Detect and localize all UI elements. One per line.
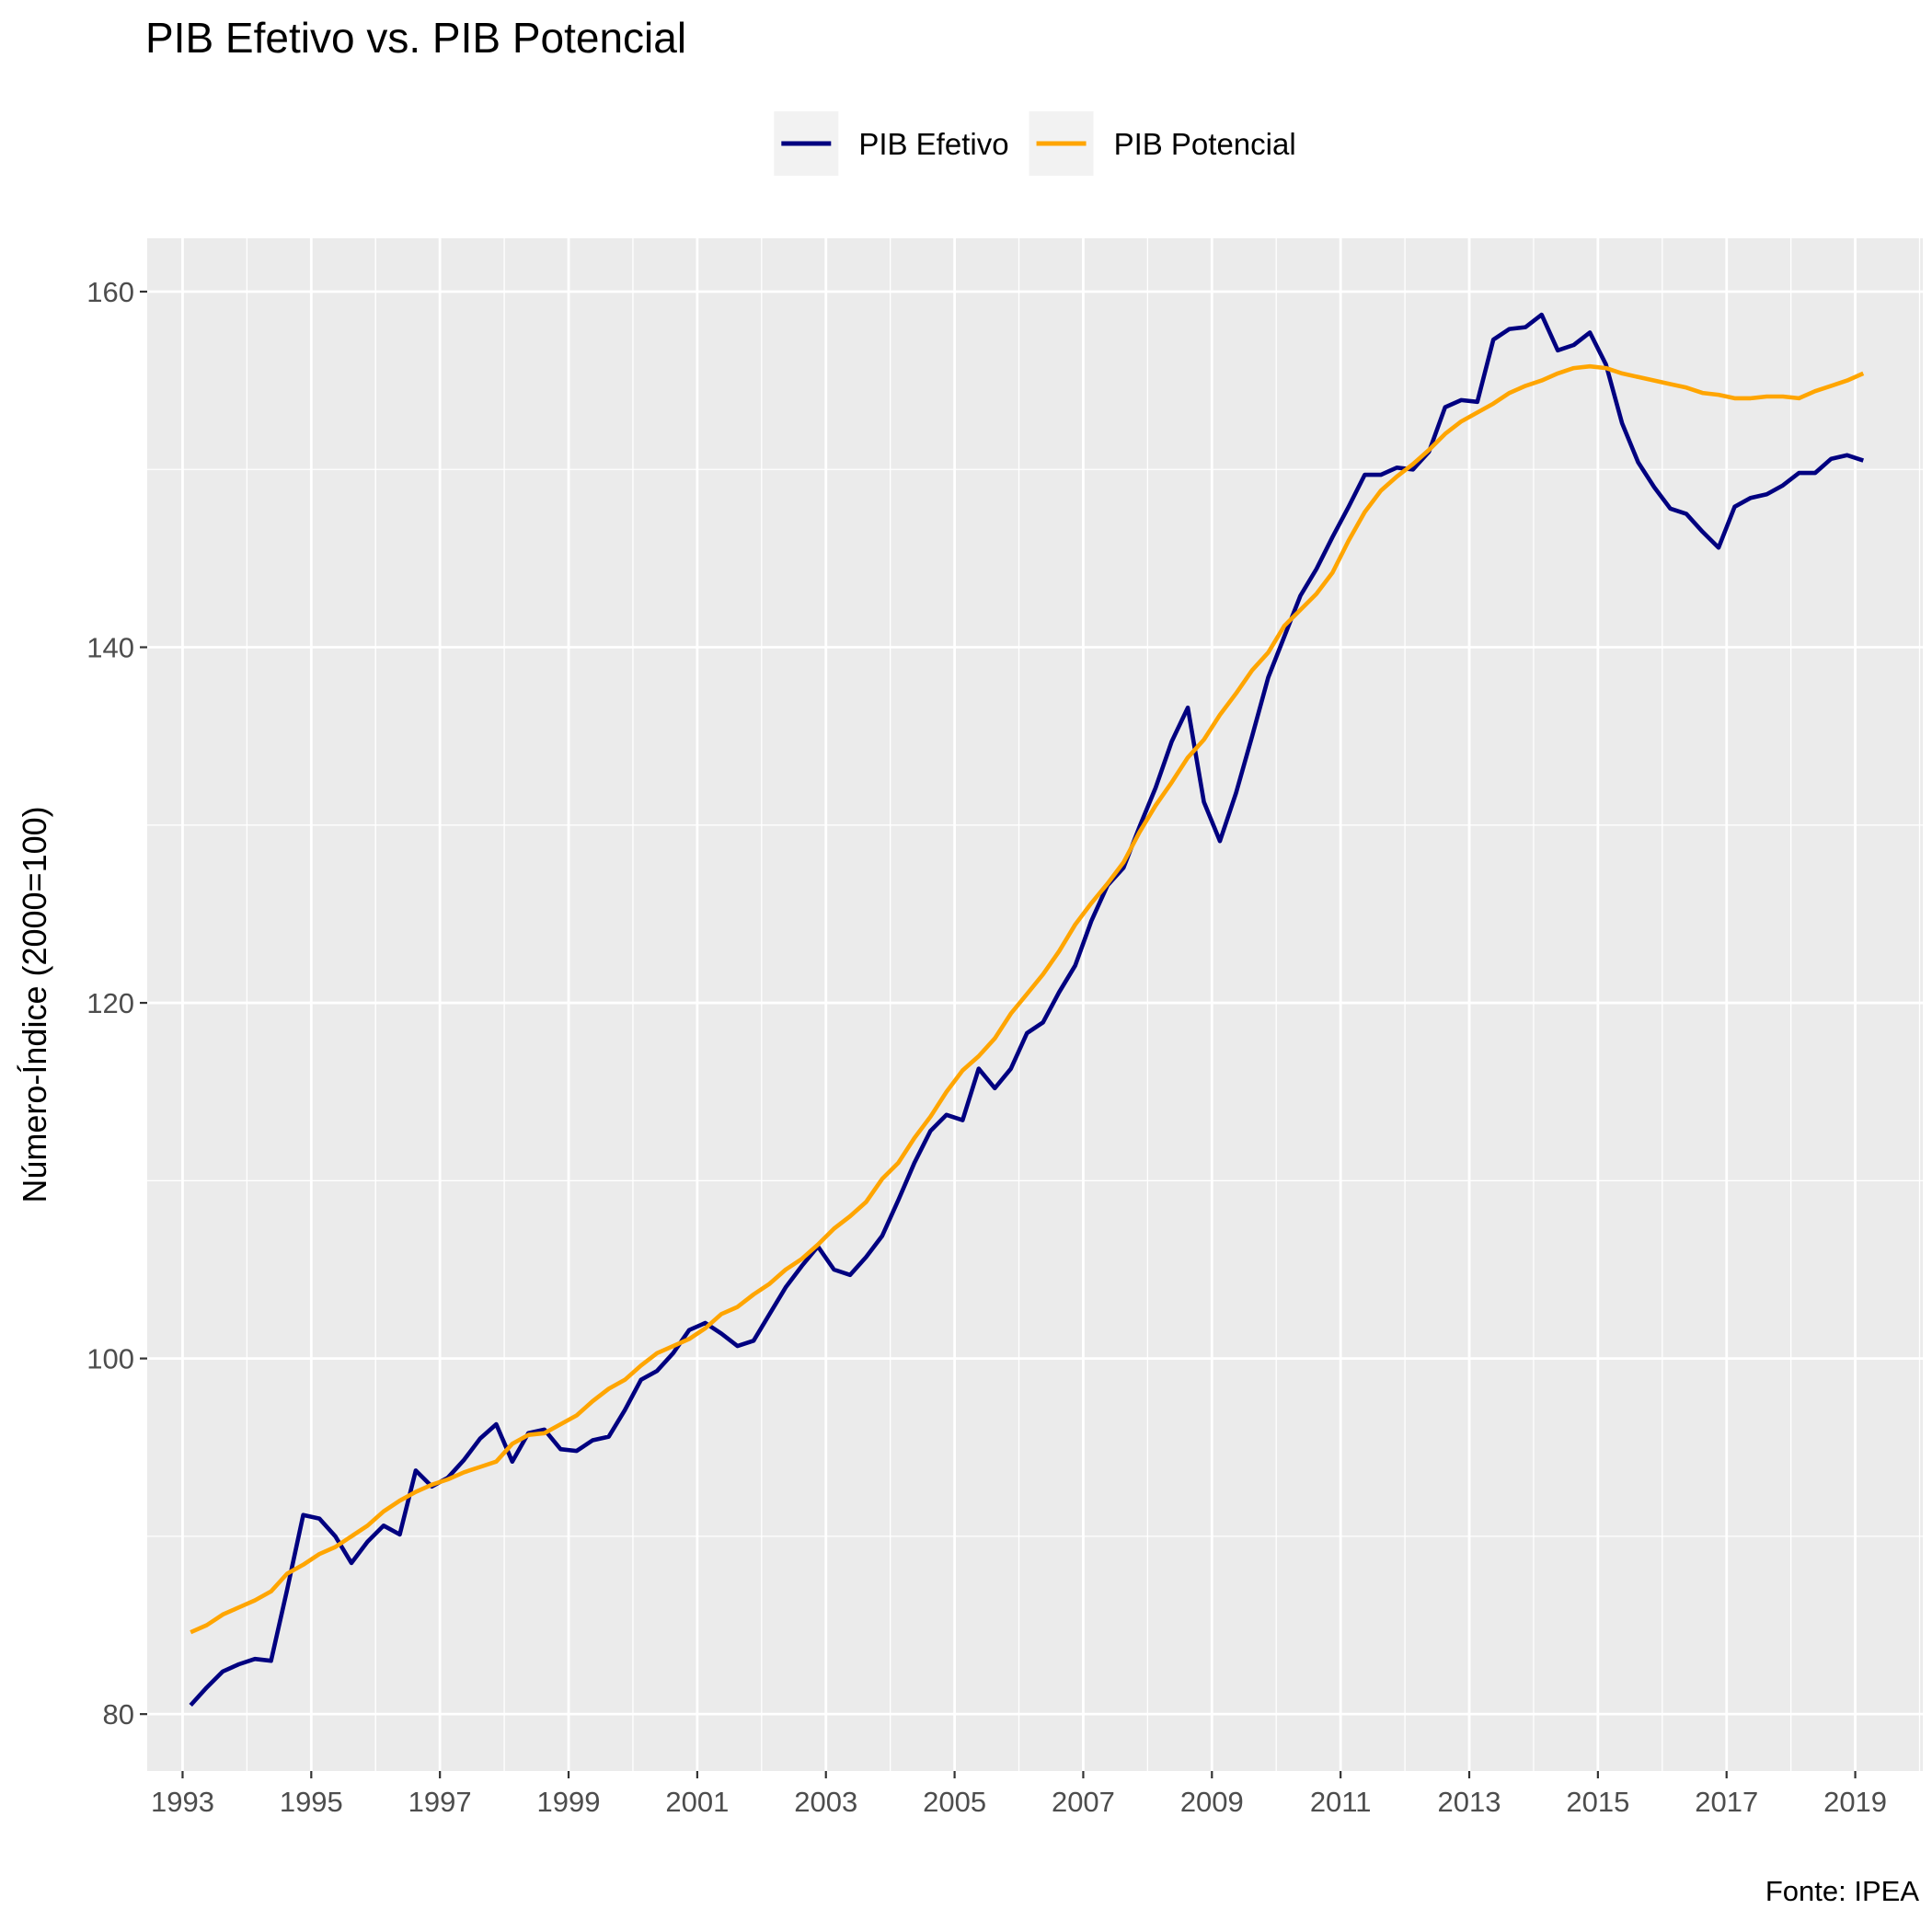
chart-title: PIB Efetivo vs. PIB Potencial bbox=[145, 14, 686, 62]
x-tick-label: 2017 bbox=[1695, 1786, 1758, 1818]
x-tick-label: 2015 bbox=[1566, 1786, 1629, 1818]
x-tick-label: 2007 bbox=[1052, 1786, 1115, 1818]
y-axis: 80 100 120 140 160 bbox=[86, 276, 147, 1731]
legend-item-pib-efetivo: PIB Efetivo bbox=[774, 111, 1009, 176]
grid-minor bbox=[147, 238, 1923, 1771]
legend-item-pib-potencial: PIB Potencial bbox=[1029, 111, 1296, 176]
series-lines bbox=[189, 312, 1865, 1708]
x-tick-label: 1995 bbox=[280, 1786, 343, 1818]
legend-label: PIB Potencial bbox=[1114, 127, 1296, 161]
y-axis-title: Número-Índice (2000=100) bbox=[16, 806, 53, 1202]
y-tick-label: 80 bbox=[103, 1698, 134, 1731]
legend: PIB Efetivo PIB Potencial bbox=[774, 111, 1296, 176]
y-tick-label: 160 bbox=[86, 276, 134, 308]
chart-caption: Fonte: IPEA bbox=[1765, 1875, 1919, 1907]
x-axis: 1993 1995 1997 1999 2001 2003 2005 2007 2009 2011… bbox=[151, 1771, 1887, 1818]
x-tick-label: 1993 bbox=[151, 1786, 214, 1818]
x-tick-label: 2005 bbox=[923, 1786, 986, 1818]
y-tick-label: 120 bbox=[86, 987, 134, 1019]
x-tick-label: 2013 bbox=[1438, 1786, 1501, 1818]
legend-label: PIB Efetivo bbox=[858, 127, 1008, 161]
series-line-pib-efetivo bbox=[189, 312, 1865, 1708]
x-tick-label: 2011 bbox=[1310, 1786, 1372, 1818]
series-line-pib-potencial bbox=[190, 363, 1865, 1635]
y-tick-label: 140 bbox=[86, 632, 134, 664]
x-tick-label: 2001 bbox=[665, 1786, 729, 1818]
x-tick-label: 1997 bbox=[408, 1786, 472, 1818]
grid-major bbox=[147, 238, 1923, 1771]
x-tick-label: 2003 bbox=[794, 1786, 857, 1818]
plot-panel bbox=[147, 238, 1923, 1771]
x-tick-label: 2019 bbox=[1823, 1786, 1887, 1818]
x-tick-label: 2009 bbox=[1180, 1786, 1244, 1818]
x-tick-label: 1999 bbox=[537, 1786, 601, 1818]
y-tick-label: 100 bbox=[86, 1343, 134, 1375]
